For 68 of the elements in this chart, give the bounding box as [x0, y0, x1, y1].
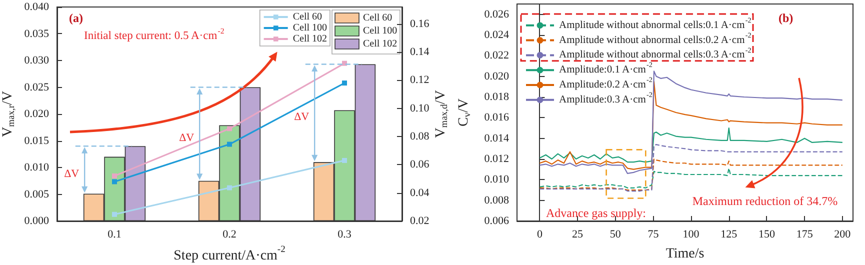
- legend-label: Cell 102: [363, 38, 398, 50]
- y-tick-label: 0.024: [484, 29, 510, 41]
- x-tick-label: 0.3: [338, 228, 352, 240]
- y-axis-title: Cv/V: [456, 98, 473, 127]
- line-series: [539, 158, 843, 191]
- line-series: [539, 168, 843, 188]
- y-tick-label: 0.005: [24, 188, 50, 200]
- y2-tick-label: 0.12: [410, 74, 430, 86]
- annotation: (b): [778, 11, 794, 25]
- point: [227, 142, 232, 147]
- legend-label: Cell 60: [292, 12, 322, 22]
- y-tick-label: 0.022: [484, 50, 509, 62]
- y-tick-label: 0.040: [24, 1, 50, 13]
- y-tick-label: 0.025: [24, 81, 50, 94]
- y-tick-label: 0.014: [484, 132, 510, 144]
- y2-tick-label: 0.06: [410, 158, 430, 171]
- y2-tick-label: 0.14: [410, 46, 430, 58]
- point: [227, 185, 232, 190]
- legend-label: Cell 100: [363, 26, 398, 36]
- y-tick-label: 0.010: [484, 174, 510, 186]
- x-tick-label: 0.2: [222, 228, 236, 240]
- y-tick-label: 0.012: [484, 153, 509, 165]
- point: [227, 126, 232, 132]
- legend-label: Cell 102: [292, 34, 328, 44]
- x-tick-label: 175: [796, 228, 814, 240]
- legend-label: Cell 60: [363, 12, 392, 24]
- annotation: (a): [69, 11, 83, 25]
- y-tick-label: 0.008: [484, 194, 510, 206]
- y-tick-label: 0.016: [484, 112, 510, 124]
- x-tick-label: 25: [572, 228, 584, 240]
- y-tick-label: 0.035: [24, 28, 50, 40]
- point: [112, 173, 117, 178]
- y-tick-label: 0.018: [484, 91, 510, 103]
- line-series: [539, 127, 843, 163]
- point: [342, 158, 347, 163]
- annotation: Maximum reduction of 34.7%: [692, 194, 838, 208]
- y-tick-label: 0.015: [24, 134, 50, 147]
- y-tick-label: 0.020: [24, 108, 50, 120]
- x-tick-label: 0.1: [108, 228, 122, 240]
- point: [112, 212, 117, 217]
- x-tick-label: 100: [682, 228, 700, 240]
- x-axis-title: Time/s: [666, 246, 704, 262]
- point: [112, 179, 117, 184]
- x-tick-label: 200: [834, 228, 852, 240]
- y2-tick-label: 0.08: [410, 130, 430, 143]
- y-tick-label: 0.000: [24, 215, 50, 227]
- x-tick-label: 0: [536, 228, 543, 240]
- x-tick-label: 50: [610, 228, 622, 240]
- y2-tick-label: 0.04: [410, 186, 430, 199]
- y-tick-label: 0.010: [24, 162, 50, 174]
- y2-tick-label: 0.02: [410, 215, 430, 227]
- y-tick-label: 0.006: [484, 215, 510, 227]
- y2-tick-label: 0.10: [410, 102, 430, 114]
- y2-tick-label: 0.16: [410, 18, 430, 30]
- y-tick-label: 0.030: [24, 54, 50, 66]
- y-tick-label: 0.026: [484, 8, 510, 20]
- y-axis-title: Vmax,r/V: [0, 90, 17, 138]
- point: [342, 80, 347, 86]
- x-tick-label: 150: [758, 228, 776, 240]
- y-tick-label: 0.020: [484, 70, 510, 82]
- y2-axis-title: Vmax,d/V: [434, 90, 450, 138]
- annotation: ΔV: [64, 168, 80, 180]
- x-tick-label: 75: [648, 228, 660, 240]
- annotation: ΔV: [294, 111, 310, 124]
- annotation: ΔV: [179, 132, 194, 144]
- legend-label: Cell 100: [292, 22, 328, 34]
- x-tick-label: 125: [720, 228, 738, 240]
- annotation: Advance gas supply:: [546, 206, 646, 220]
